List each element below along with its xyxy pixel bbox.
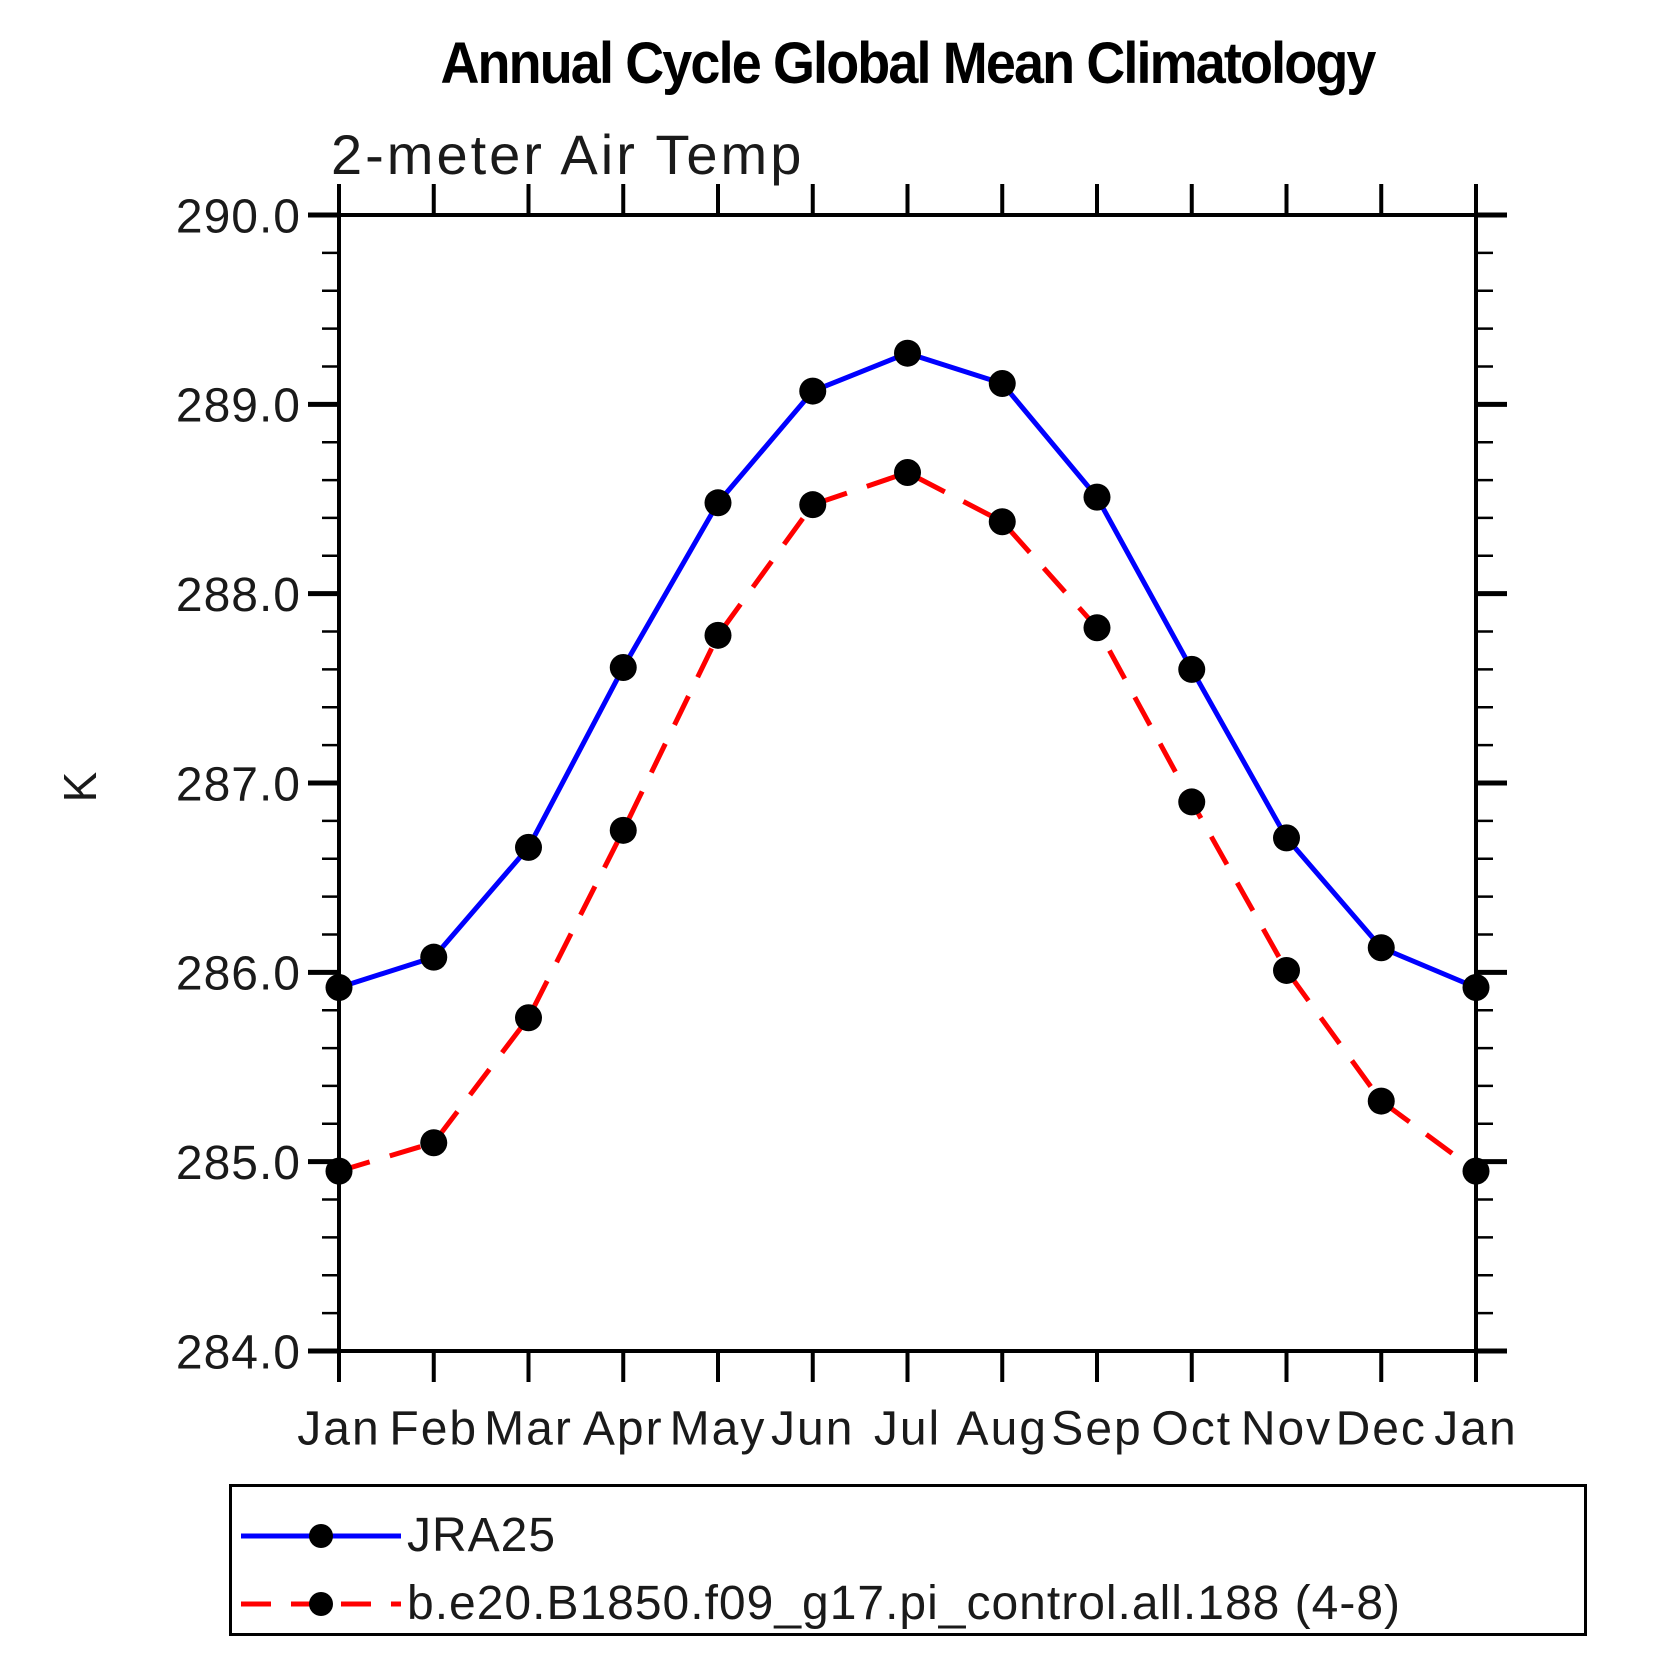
data-point-marker — [1083, 614, 1111, 642]
legend-line-sample-dashed — [241, 1591, 401, 1616]
data-point-marker — [894, 339, 921, 367]
chart-title: Annual Cycle Global Mean Climatology — [440, 31, 1376, 96]
x-tick-label: Jan — [1434, 1402, 1517, 1455]
plot-frame — [337, 213, 1478, 1353]
x-tick-label: Jan — [297, 1402, 380, 1455]
x-tick-label: Jul — [874, 1402, 941, 1455]
x-tick-label: Jun — [771, 1402, 854, 1455]
legend-item-model: b.e20.B1850.f09_g17.pi_control.all.188 (… — [237, 1576, 1401, 1631]
y-tick-label: 286.0 — [176, 948, 301, 1001]
x-tick-label: Sep — [1051, 1402, 1142, 1455]
legend: JRA25 b.e20.B1850.f09_g17.pi_control.all… — [229, 1484, 1587, 1636]
y-ticks — [308, 212, 1507, 1354]
series-1-line — [338, 470, 1478, 1174]
data-point-marker — [988, 370, 1016, 398]
x-ticks — [337, 184, 1478, 1382]
data-point-marker — [609, 816, 637, 844]
data-point-marker — [1273, 824, 1300, 852]
data-point-marker — [1273, 956, 1300, 984]
x-tick-label: Mar — [484, 1402, 573, 1455]
data-point-marker — [325, 1157, 353, 1185]
y-tick-labels: 290.0 289.0 288.0 287.0 286.0 285.0 284.0 — [176, 190, 301, 1379]
data-point-marker — [988, 508, 1016, 536]
data-point-marker — [799, 377, 827, 405]
series-0-markers — [325, 339, 1490, 1001]
x-tick-label: Apr — [583, 1402, 664, 1455]
legend-label: b.e20.B1850.f09_g17.pi_control.all.188 (… — [407, 1577, 1402, 1630]
y-tick-label: 285.0 — [176, 1137, 301, 1190]
legend-item-jra25: JRA25 — [237, 1508, 556, 1563]
x-tick-labels: Jan Feb Mar Apr May Jun Jul Aug Sep Oct Nov Dec Jan — [297, 1402, 1517, 1455]
series-1-markers — [325, 458, 1490, 1185]
chart-subtitle: 2-meter Air Temp — [331, 123, 805, 186]
x-tick-label: Dec — [1336, 1402, 1427, 1455]
data-point-marker — [325, 973, 353, 1001]
y-tick-label: 287.0 — [176, 758, 301, 811]
data-point-marker — [420, 1129, 448, 1157]
x-tick-label: May — [670, 1402, 767, 1455]
data-point-marker — [1178, 655, 1206, 683]
series-0-line — [338, 350, 1477, 990]
data-point-marker — [1083, 483, 1111, 511]
data-point-marker — [515, 833, 542, 861]
x-tick-label: Nov — [1241, 1402, 1332, 1455]
x-tick-label: Aug — [957, 1402, 1048, 1455]
legend-sample-marker — [309, 1523, 333, 1548]
legend-label: JRA25 — [407, 1509, 557, 1562]
x-tick-label: Feb — [389, 1402, 478, 1455]
y-tick-label: 289.0 — [176, 380, 301, 433]
data-point-marker — [1367, 1087, 1395, 1115]
y-tick-label: 288.0 — [176, 569, 301, 622]
data-point-marker — [894, 458, 921, 486]
data-point-marker — [1367, 934, 1395, 962]
data-point-marker — [704, 489, 732, 517]
legend-line-sample-solid — [241, 1523, 401, 1548]
data-point-marker — [515, 1004, 542, 1032]
y-tick-label: 290.0 — [176, 190, 301, 243]
legend-sample-marker — [309, 1591, 333, 1616]
data-point-marker — [1462, 973, 1490, 1001]
data-point-marker — [1462, 1157, 1490, 1185]
data-point-marker — [704, 621, 732, 649]
data-point-marker — [609, 654, 637, 682]
data-point-marker — [1178, 788, 1206, 816]
y-tick-label: 284.0 — [176, 1326, 301, 1379]
data-point-marker — [799, 491, 827, 519]
data-point-marker — [420, 943, 448, 971]
x-tick-label: Oct — [1151, 1402, 1232, 1455]
